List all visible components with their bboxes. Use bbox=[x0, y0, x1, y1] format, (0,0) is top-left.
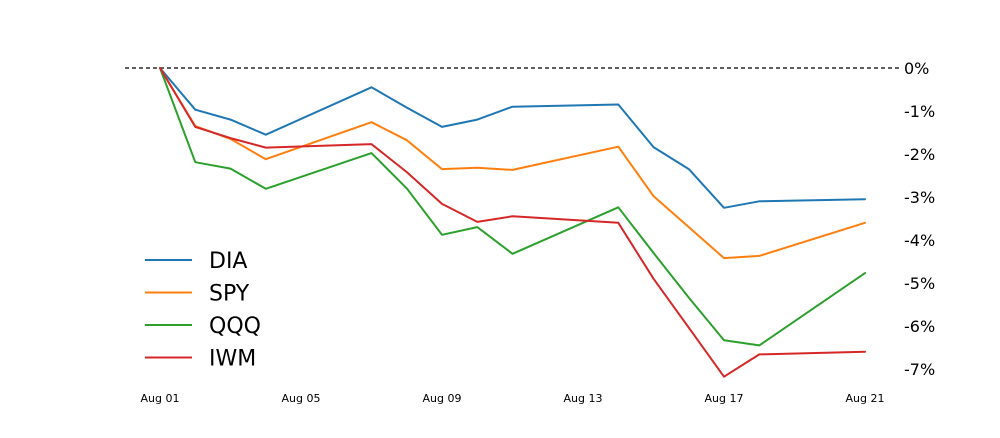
x-axis-ticks: Aug 01 Aug 05 Aug 09 Aug 13 Aug 17 Aug 21 bbox=[141, 392, 885, 405]
x-tick-label: Aug 09 bbox=[423, 392, 462, 405]
y-axis-ticks: 0% -1% -2% -3% -4% -5% -6% -7% bbox=[904, 59, 935, 379]
x-tick-label: Aug 13 bbox=[564, 392, 603, 405]
legend-label-spy: SPY bbox=[209, 282, 250, 307]
y-tick-label: 0% bbox=[904, 59, 929, 78]
legend-label-dia: DIA bbox=[209, 249, 247, 274]
y-tick-label: -1% bbox=[904, 102, 935, 121]
y-tick-label: -5% bbox=[904, 274, 935, 293]
y-tick-label: -3% bbox=[904, 188, 935, 207]
y-tick-label: -6% bbox=[904, 317, 935, 336]
legend-label-qqq: QQQ bbox=[209, 314, 261, 339]
series-line-dia bbox=[159, 67, 866, 209]
legend: DIA SPY QQQ IWM bbox=[145, 249, 261, 372]
x-tick-label: Aug 01 bbox=[141, 392, 180, 405]
x-tick-label: Aug 05 bbox=[282, 392, 321, 405]
x-tick-label: Aug 21 bbox=[846, 392, 885, 405]
y-tick-label: -2% bbox=[904, 145, 935, 164]
x-tick-label: Aug 17 bbox=[705, 392, 744, 405]
y-tick-label: -4% bbox=[904, 231, 935, 250]
series-line-iwm bbox=[159, 67, 866, 378]
legend-label-iwm: IWM bbox=[209, 347, 256, 372]
series-line-spy bbox=[159, 67, 866, 260]
y-tick-label: -7% bbox=[904, 360, 935, 379]
series-line-qqq bbox=[159, 67, 866, 347]
series-lines bbox=[159, 67, 866, 378]
